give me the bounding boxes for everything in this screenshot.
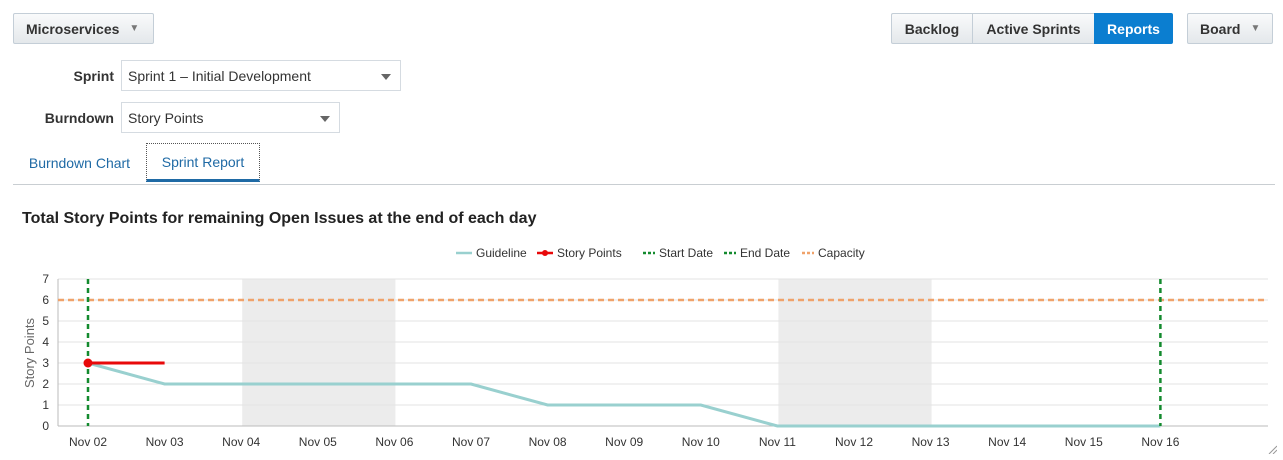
x-tick-label: Nov 04 (222, 435, 260, 449)
view-switcher: Backlog Active Sprints Reports (891, 13, 1173, 44)
tab-sprint-report[interactable]: Sprint Report (146, 143, 260, 182)
story-points-marker (83, 358, 93, 368)
sprint-select-value: Sprint 1 – Initial Development (128, 67, 311, 84)
x-tick-label: Nov 09 (605, 435, 643, 449)
x-tick-label: Nov 14 (988, 435, 1026, 449)
x-tick-label: Nov 13 (912, 435, 950, 449)
x-tick-label: Nov 05 (299, 435, 337, 449)
y-tick-label: 6 (42, 293, 49, 307)
y-axis-label: Story Points (22, 317, 37, 388)
y-tick-label: 0 (42, 419, 49, 433)
dropdown-arrow-icon (381, 74, 391, 80)
x-tick-label: Nov 06 (375, 435, 413, 449)
burndown-select[interactable]: Story Points (121, 102, 340, 133)
backlog-button[interactable]: Backlog (891, 13, 972, 44)
y-tick-label: 5 (42, 314, 49, 328)
legend-label: Story Points (557, 246, 622, 260)
y-tick-label: 1 (42, 398, 49, 412)
project-menu-label: Microservices (26, 20, 120, 37)
caret-down-icon: ▼ (129, 23, 140, 34)
legend-marker (542, 250, 548, 256)
x-tick-label: Nov 08 (529, 435, 567, 449)
x-tick-label: Nov 10 (682, 435, 720, 449)
x-tick-label: Nov 12 (835, 435, 873, 449)
board-menu-button[interactable]: Board ▼ (1187, 13, 1273, 44)
burndown-chart: 0 1 2 3 4 5 6 7 Nov 02 Nov 03 Nov 04 Nov 05 Nov 06 No… (22, 246, 1268, 449)
burndown-label: Burndown (44, 110, 114, 126)
x-tick-label: Nov 15 (1065, 435, 1103, 449)
chart-title: Total Story Points for remaining Open Is… (22, 210, 537, 227)
resize-grip-icon[interactable] (1267, 444, 1277, 454)
legend-label: Guideline (476, 246, 527, 260)
caret-down-icon: ▼ (1250, 23, 1261, 34)
legend-label: Capacity (818, 246, 865, 260)
y-tick-label: 4 (42, 335, 49, 349)
project-menu-button[interactable]: Microservices ▼ (13, 13, 154, 44)
board-menu-label: Board (1200, 20, 1241, 37)
x-tick-label: Nov 11 (759, 435, 796, 449)
x-tick-label: Nov 16 (1141, 435, 1179, 449)
sprint-select[interactable]: Sprint 1 – Initial Development (121, 60, 401, 91)
y-tick-label: 3 (42, 356, 49, 370)
shaded-range (778, 279, 932, 426)
burndown-select-value: Story Points (128, 109, 204, 126)
shaded-range (242, 279, 396, 426)
reports-button[interactable]: Reports (1094, 13, 1173, 44)
tab-burndown-chart[interactable]: Burndown Chart (28, 154, 131, 171)
guideline-series (87, 361, 1161, 428)
legend-label: Start Date (659, 246, 713, 260)
x-tick-label: Nov 03 (146, 435, 184, 449)
x-tick-label: Nov 02 (69, 435, 107, 449)
report-tabs: Burndown Chart Sprint Report (13, 143, 1275, 185)
y-tick-label: 7 (42, 272, 49, 286)
y-tick-label: 2 (42, 377, 49, 391)
x-tick-label: Nov 07 (452, 435, 490, 449)
sprint-label: Sprint (73, 68, 114, 84)
dropdown-arrow-icon (320, 116, 330, 122)
legend-label: End Date (740, 246, 790, 260)
active-sprints-button[interactable]: Active Sprints (972, 13, 1094, 44)
